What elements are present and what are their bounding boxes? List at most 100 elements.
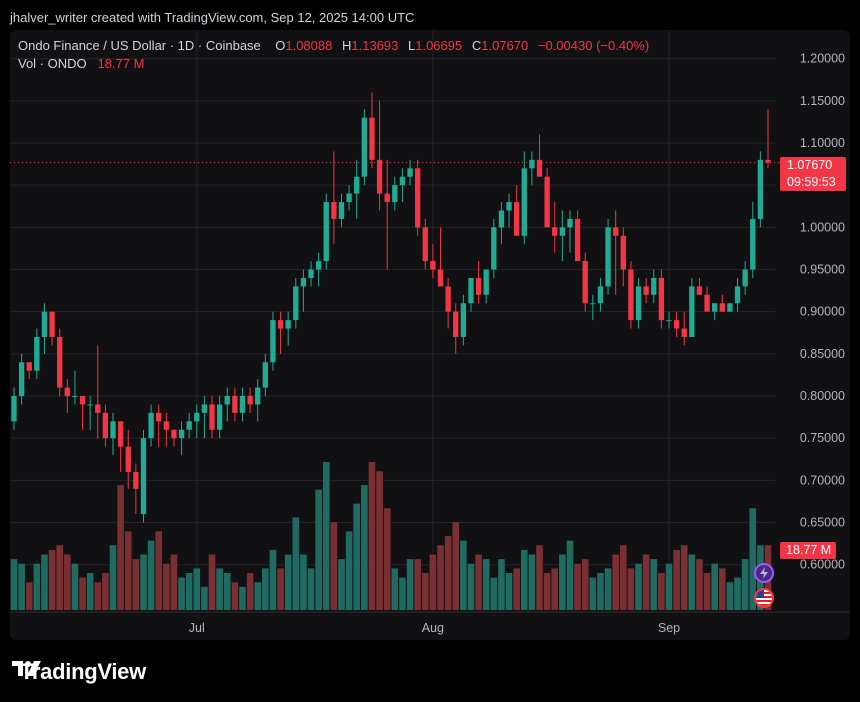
last-price-value: 1.07670 — [787, 158, 833, 172]
y-tick-label: 0.80000 — [800, 389, 845, 403]
candle-body — [437, 269, 444, 287]
volume-bar — [147, 540, 155, 610]
candle-body — [11, 396, 17, 422]
volume-bar — [86, 573, 94, 610]
volume-bar — [178, 577, 185, 610]
candle-body — [483, 269, 489, 295]
volume-bar — [201, 586, 208, 610]
candle-body — [369, 117, 375, 160]
candle-body — [346, 193, 352, 203]
candle-body — [133, 471, 139, 489]
volume-bar — [741, 559, 749, 610]
candle-body — [468, 277, 474, 304]
candle-body — [658, 277, 665, 321]
volume-bar — [513, 568, 520, 610]
candle-body — [422, 227, 428, 262]
candle-body — [681, 328, 687, 337]
volume-bar — [376, 471, 383, 610]
volume-tag: 18.77 M — [780, 542, 836, 559]
candle-body — [224, 396, 230, 405]
y-tick-label: 0.70000 — [800, 473, 845, 487]
volume-bar — [589, 577, 597, 610]
candle-body — [514, 202, 520, 236]
volume-bar — [718, 568, 726, 610]
y-tick-label: 1.00000 — [800, 220, 845, 234]
lightning-event-icon[interactable] — [754, 563, 774, 583]
candle-body — [506, 202, 512, 211]
volume-bar — [650, 559, 658, 610]
volume-bar — [414, 559, 421, 610]
volume-bar — [460, 540, 467, 610]
volume-bar — [18, 563, 25, 610]
candle-body — [719, 303, 725, 312]
bar-countdown: 09:59:53 — [787, 175, 836, 189]
y-tick-label: 0.95000 — [800, 263, 845, 277]
volume-bar — [117, 485, 124, 610]
volume-bar — [406, 559, 414, 610]
candle-body — [750, 218, 756, 270]
candle-body — [712, 303, 718, 312]
candle-body — [57, 336, 63, 388]
volume-bar — [696, 559, 703, 610]
candle-body — [536, 159, 543, 177]
volume-value: 18.77 M — [97, 56, 145, 71]
candle-body — [666, 320, 672, 322]
candle-body — [689, 286, 695, 337]
volume-bar — [642, 554, 650, 610]
volume-bar — [581, 559, 589, 610]
volume-bar — [216, 568, 223, 610]
volume-bar — [109, 545, 117, 610]
y-tick-label: 0.90000 — [800, 305, 845, 319]
volume-bar — [262, 568, 269, 610]
y-tick-label: 1.10000 — [800, 136, 845, 150]
candle-body — [552, 227, 558, 236]
candle-body — [460, 303, 467, 337]
candle-body — [727, 303, 733, 312]
candle-body — [117, 421, 124, 447]
volume-bar — [132, 559, 140, 610]
us-flag-event-icon[interactable] — [754, 588, 774, 608]
candle-body — [178, 429, 185, 439]
volume-bar — [277, 568, 284, 610]
volume-bar — [48, 549, 56, 610]
volume-bar — [345, 531, 353, 610]
volume-bar — [193, 568, 201, 610]
high-value: 1.13693 — [351, 38, 399, 53]
volume-bar — [322, 462, 330, 610]
volume-bar — [79, 577, 86, 610]
candle-body — [87, 404, 93, 406]
candle-body — [529, 159, 535, 169]
candle-body — [696, 286, 703, 295]
volume-bar — [627, 568, 635, 610]
candle-body — [453, 311, 459, 337]
candle-body — [201, 404, 208, 413]
volume-bar — [498, 559, 505, 610]
candlestick-chart[interactable]: 1.200001.150001.100001.050001.000000.950… — [10, 30, 850, 640]
volume-bar — [475, 554, 482, 610]
tradingview-logo-icon — [12, 661, 41, 676]
candle-body — [79, 396, 86, 405]
chart-pane[interactable]: 1.200001.150001.100001.050001.000000.950… — [10, 30, 850, 640]
volume-bar — [102, 573, 109, 610]
candle-body — [597, 286, 604, 304]
x-tick-label: Jul — [189, 621, 205, 635]
candle-body — [392, 185, 398, 203]
volume-bar — [64, 554, 71, 610]
volume-bar — [711, 563, 718, 610]
volume-bar — [353, 503, 361, 610]
volume-label: Vol · ONDO — [18, 56, 87, 71]
volume-bar — [300, 554, 307, 610]
x-tick-label: Aug — [422, 621, 444, 635]
tradingview-logo[interactable]: TradingView — [12, 658, 146, 686]
volume-bar — [94, 582, 102, 610]
candle-body — [216, 404, 223, 430]
candle-body — [399, 176, 406, 186]
volume-bar — [658, 573, 665, 610]
candle-body — [635, 286, 642, 321]
candle-body — [49, 311, 55, 337]
volume-bar — [315, 489, 322, 610]
candle-body — [293, 286, 299, 321]
candle-body — [255, 387, 261, 405]
candle-body — [232, 396, 238, 413]
candle-body — [34, 336, 40, 371]
